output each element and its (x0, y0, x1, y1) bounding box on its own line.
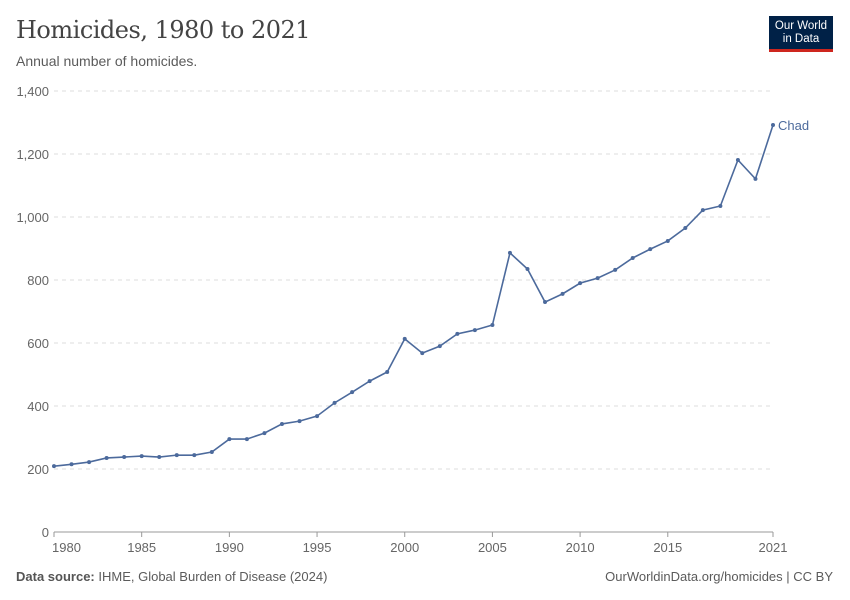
data-point (52, 464, 56, 469)
data-point (402, 336, 407, 341)
x-tick-label: 2021 (759, 540, 788, 555)
owid-logo[interactable]: Our World in Data (769, 16, 833, 52)
x-tick-label: 2005 (478, 540, 507, 555)
source-label: Data source: (16, 569, 95, 584)
data-point (122, 455, 127, 460)
data-point (753, 176, 758, 181)
data-point (437, 344, 442, 349)
y-tick-label: 1,200 (16, 147, 49, 162)
data-point (139, 454, 144, 459)
x-tick-label: 2000 (390, 540, 419, 555)
data-point (350, 390, 355, 395)
y-tick-label: 200 (27, 462, 49, 477)
x-tick-label: 1990 (215, 540, 244, 555)
y-tick-label: 1,000 (16, 210, 49, 225)
x-tick-label: 1980 (52, 540, 81, 555)
source-text: IHME, Global Burden of Disease (2024) (98, 569, 328, 584)
data-point (648, 247, 653, 252)
data-point (297, 419, 302, 424)
chart-subtitle: Annual number of homicides. (16, 53, 198, 69)
data-point (525, 266, 530, 271)
data-point (490, 323, 495, 328)
data-point (104, 455, 109, 460)
data-point (332, 400, 337, 405)
series-line (53, 124, 774, 467)
y-tick-label: 0 (42, 525, 49, 540)
data-point (87, 460, 92, 465)
x-tick-label: 1995 (303, 540, 332, 555)
data-point (385, 369, 390, 374)
data-point (630, 255, 635, 260)
y-tick-label: 400 (27, 399, 49, 414)
x-tick-label: 2015 (653, 540, 682, 555)
x-tick-label: 1985 (127, 540, 156, 555)
data-point (157, 455, 162, 460)
data-point (455, 331, 460, 336)
chart-title: Homicides, 1980 to 2021 (16, 16, 311, 44)
data-point (718, 203, 723, 208)
data-point (613, 267, 618, 272)
data-point (262, 431, 267, 436)
data-point (192, 453, 197, 458)
data-point (174, 453, 179, 458)
data-point (472, 328, 477, 333)
y-tick-label: 800 (27, 273, 49, 288)
data-point (420, 351, 425, 356)
data-point (735, 157, 740, 162)
data-point (683, 226, 688, 231)
data-point (578, 281, 583, 286)
x-tick-label: 2010 (566, 540, 595, 555)
data-point (209, 449, 214, 454)
data-point (543, 300, 548, 305)
data-point (700, 208, 705, 213)
y-tick-label: 600 (27, 336, 49, 351)
data-point (507, 250, 512, 255)
series-label: Chad (778, 118, 809, 133)
data-point (279, 421, 284, 426)
data-point (560, 291, 565, 296)
data-source: Data source: IHME, Global Burden of Dise… (16, 569, 327, 584)
data-point (665, 238, 670, 243)
data-point (315, 414, 320, 419)
data-point (244, 437, 249, 442)
data-point (771, 123, 775, 128)
data-point (69, 462, 74, 467)
footer-link[interactable]: OurWorldinData.org/homicides | CC BY (605, 569, 833, 584)
data-point (367, 379, 372, 384)
y-tick-label: 1,400 (16, 84, 49, 99)
data-point (595, 276, 600, 281)
data-point (227, 437, 232, 442)
